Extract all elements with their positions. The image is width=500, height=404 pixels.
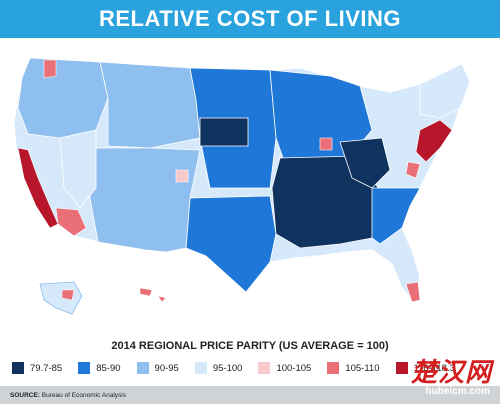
region-new-england	[419, 63, 471, 119]
region-south-florida	[405, 281, 421, 303]
region-northeast-corridor-high	[415, 119, 453, 163]
region-texas	[185, 195, 277, 293]
legend-label: 110-118.3	[413, 362, 455, 374]
legend-item: 105-110	[327, 362, 380, 374]
us-map	[0, 38, 500, 326]
source-text: Bureau of Economic Analysis	[41, 391, 126, 399]
region-dakota-low	[199, 117, 249, 147]
region-montana-wyoming	[99, 61, 201, 149]
region-southern-california	[55, 207, 87, 237]
legend-swatch	[136, 362, 149, 374]
legend-label: 85-90	[96, 362, 121, 374]
alaska-anchorage	[61, 289, 75, 301]
header-banner: RELATIVE COST OF LIVING	[0, 0, 500, 38]
footer-bar: SOURCE: Bureau of Economic Analysis	[0, 386, 500, 404]
legend-item: 79.7-85	[12, 362, 62, 374]
legend-item: 95-100	[194, 362, 243, 374]
legend-title: 2014 REGIONAL PRICE PARITY (US AVERAGE =…	[111, 340, 389, 352]
page-title: RELATIVE COST OF LIVING	[99, 6, 401, 31]
alaska	[39, 281, 83, 315]
legend-label: 79.7-85	[30, 362, 63, 374]
legend-swatch	[12, 362, 24, 374]
legend: 79.7-85 85-90 90-95 95-100 100-105 105-110 110…	[12, 360, 492, 376]
watermark-url: hubeicm.com	[425, 386, 490, 397]
legend-label: 105-110	[345, 362, 380, 374]
legend-label: 95-100	[212, 362, 243, 374]
legend-swatch	[78, 362, 91, 374]
legend-item: 100-105	[258, 362, 311, 374]
legend-swatch	[258, 362, 271, 374]
legend-item: 110-118.3	[395, 362, 455, 374]
region-southwest	[89, 147, 201, 253]
region-dc-area	[405, 161, 421, 179]
us-map-svg	[13, 57, 471, 315]
region-seattle	[43, 59, 57, 79]
legend-label: 100-105	[276, 362, 312, 374]
region-northwest	[17, 57, 109, 139]
region-ohio-valley-low	[339, 137, 391, 189]
region-chicago	[319, 137, 333, 151]
source-key: SOURCE:	[10, 391, 40, 399]
region-denver	[175, 169, 189, 183]
legend-item: 85-90	[78, 362, 121, 374]
region-southeast	[371, 187, 421, 245]
region-nevada	[59, 129, 97, 209]
legend-swatch	[395, 362, 408, 374]
legend-swatch	[194, 362, 207, 374]
legend-label: 90-95	[154, 362, 179, 374]
hawaii	[139, 287, 167, 303]
legend-item: 90-95	[136, 362, 179, 374]
legend-swatch	[327, 362, 340, 374]
source-note: SOURCE: Bureau of Economic Analysis	[10, 392, 126, 399]
watermark-logo: 楚汉网	[410, 358, 492, 388]
